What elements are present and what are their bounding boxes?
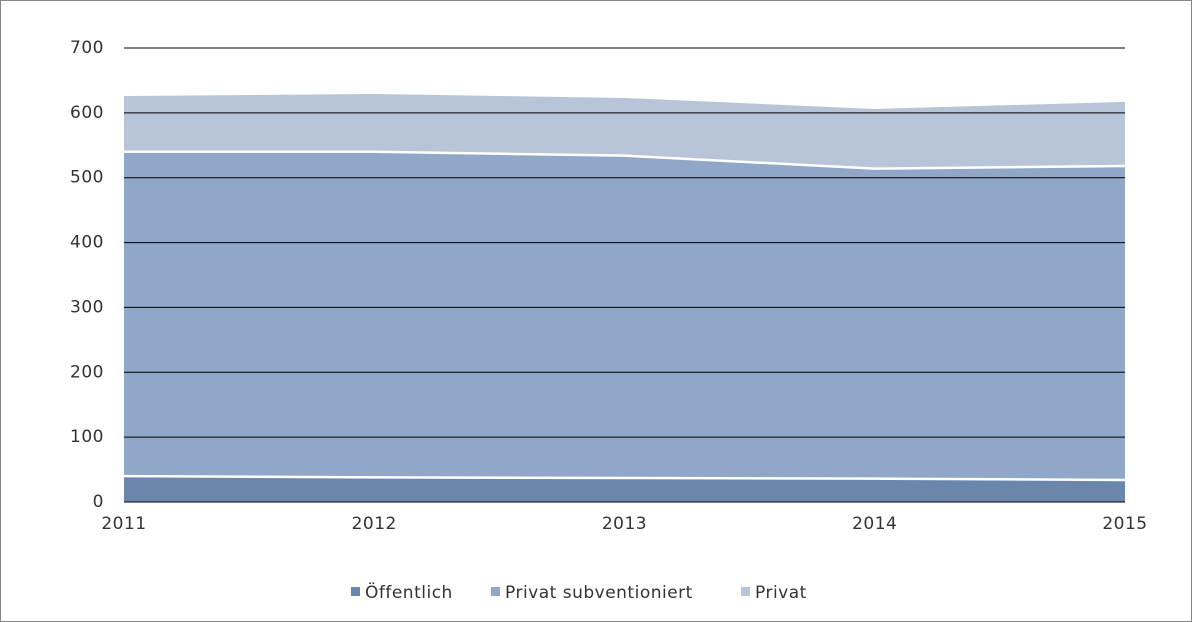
y-tick-label: 600: [70, 103, 104, 123]
x-tick-label: 2013: [602, 514, 647, 534]
x-tick-label: 2015: [1102, 514, 1147, 534]
y-tick-label: 400: [70, 233, 104, 253]
y-tick-label: 100: [70, 427, 104, 447]
y-tick-label: 0: [93, 492, 104, 512]
area-boundary: [124, 150, 1126, 170]
y-tick-label: 500: [70, 168, 104, 188]
area: [124, 151, 1125, 480]
x-tick-label: 2014: [852, 514, 897, 534]
legend-swatch: [351, 587, 360, 596]
x-tick-label: 2011: [101, 514, 146, 534]
legend-swatch: [741, 587, 750, 596]
y-tick-label: 200: [70, 362, 104, 382]
x-tick-label: 2012: [352, 514, 397, 534]
legend-label: Privat: [755, 583, 807, 603]
area: [124, 476, 1125, 502]
legend-swatch: [491, 587, 500, 596]
legend-label: Privat subventioniert: [505, 583, 693, 603]
y-tick-label: 300: [70, 297, 104, 317]
legend-label: Öffentlich: [365, 581, 453, 603]
area-boundary: [123, 474, 1126, 482]
y-tick-label: 700: [70, 38, 104, 58]
